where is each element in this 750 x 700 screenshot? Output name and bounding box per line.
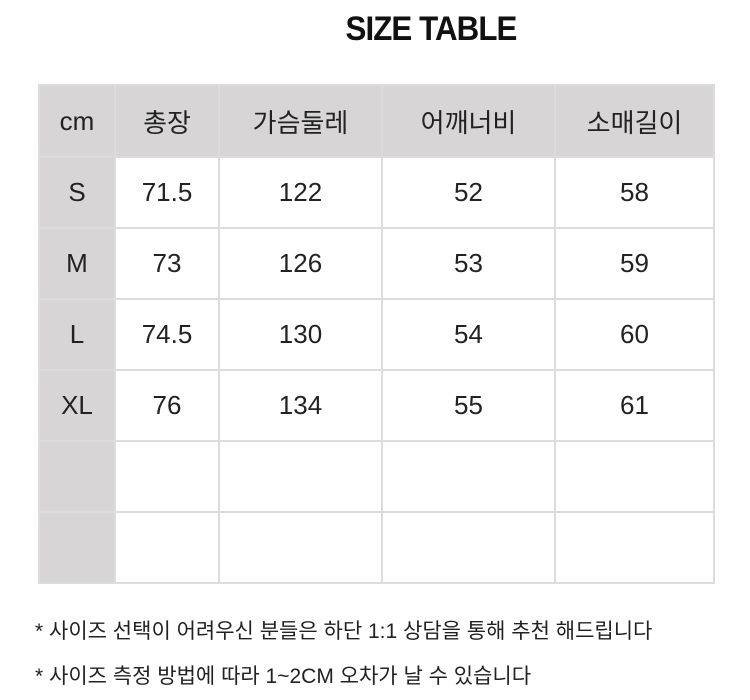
table-cell — [381, 440, 556, 513]
table-cell: 134 — [218, 369, 383, 442]
table-row: L 74.5 130 54 60 — [38, 298, 715, 371]
size-label — [38, 440, 116, 513]
table-cell — [218, 511, 383, 584]
size-label: M — [38, 227, 116, 300]
table-cell — [114, 511, 220, 584]
table-cell: 130 — [218, 298, 383, 371]
note-measurement-error: * 사이즈 측정 방법에 따라 1~2CM 오차가 날 수 있습니다 — [35, 665, 532, 688]
table-row: M 73 126 53 59 — [38, 227, 715, 300]
column-header: cm — [38, 84, 116, 158]
table-cell: 52 — [381, 156, 556, 229]
table-cell: 71.5 — [114, 156, 220, 229]
table-cell: 58 — [554, 156, 715, 229]
size-label: XL — [38, 369, 116, 442]
table-row — [38, 511, 715, 584]
table-cell — [381, 511, 556, 584]
table-row: S 71.5 122 52 58 — [38, 156, 715, 229]
table-cell — [554, 511, 715, 584]
table-cell: 60 — [554, 298, 715, 371]
table-row: XL 76 134 55 61 — [38, 369, 715, 442]
table-cell: 54 — [381, 298, 556, 371]
column-header: 총장 — [114, 84, 220, 158]
size-label: S — [38, 156, 116, 229]
table-cell: 59 — [554, 227, 715, 300]
column-header: 가슴둘레 — [218, 84, 383, 158]
table-cell — [218, 440, 383, 513]
table-row — [38, 440, 715, 513]
table-cell — [554, 440, 715, 513]
column-header: 소매길이 — [554, 84, 715, 158]
table-cell: 73 — [114, 227, 220, 300]
table-cell: 122 — [218, 156, 383, 229]
table-cell: 53 — [381, 227, 556, 300]
size-label — [38, 511, 116, 584]
page-title: SIZE TABLE — [345, 10, 518, 48]
table-cell — [114, 440, 220, 513]
size-label: L — [38, 298, 116, 371]
size-table: cm 총장 가슴둘레 어깨너비 소매길이 S 71.5 122 52 58 M 73 126 53 59 L 7… — [38, 84, 715, 584]
table-cell: 61 — [554, 369, 715, 442]
table-cell: 74.5 — [114, 298, 220, 371]
table-cell: 76 — [114, 369, 220, 442]
column-header: 어깨너비 — [381, 84, 556, 158]
table-cell: 126 — [218, 227, 383, 300]
table-header-row: cm 총장 가슴둘레 어깨너비 소매길이 — [38, 84, 715, 158]
note-size-consultation: * 사이즈 선택이 어려우신 분들은 하단 1:1 상담을 통해 추천 해드립니… — [35, 620, 653, 643]
table-cell: 55 — [381, 369, 556, 442]
